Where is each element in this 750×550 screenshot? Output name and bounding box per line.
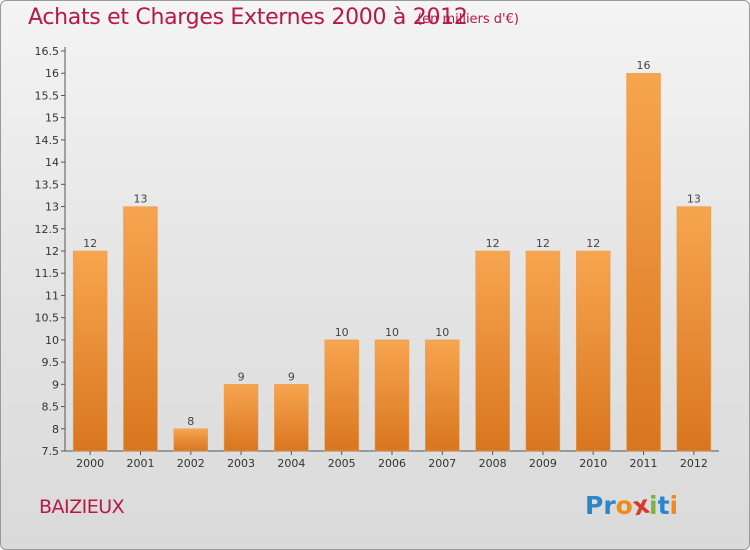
y-tick-label: 13.5 [35, 178, 60, 191]
data-label: 16 [637, 59, 651, 72]
bar [324, 339, 359, 452]
x-tick-label: 2010 [579, 457, 607, 470]
bar [676, 206, 712, 452]
chart-data-labels: 12 13 8 9 9 10 10 10 12 12 12 16 13 [83, 59, 701, 428]
x-tick-label: 2005 [328, 457, 356, 470]
x-tick-label: 2012 [680, 457, 708, 470]
x-tick-label: 2011 [630, 457, 658, 470]
y-tick-label: 13 [45, 201, 59, 214]
y-tick-label: 8 [52, 423, 59, 436]
data-label: 13 [133, 193, 147, 206]
y-tick-label: 10 [45, 334, 59, 347]
chart-subtitle: (en milliers d'€) [417, 12, 519, 27]
logo-letter: o [615, 491, 633, 520]
commune-name: BAIZIEUX [39, 496, 125, 518]
x-tick-label: 2009 [529, 457, 557, 470]
y-tick-label: 15.5 [35, 89, 60, 102]
bar [425, 339, 460, 452]
y-tick-label: 14.5 [35, 134, 60, 147]
data-label: 12 [83, 237, 97, 250]
y-tick-label: 16.5 [35, 45, 60, 58]
data-label: 13 [687, 193, 701, 206]
data-label: 12 [586, 237, 600, 250]
y-tick-label: 11.5 [35, 267, 60, 280]
data-label: 10 [435, 326, 449, 339]
y-tick-label: 10.5 [35, 312, 60, 325]
x-tick-label: 2000 [76, 457, 104, 470]
bar [575, 250, 611, 452]
data-label: 9 [238, 370, 245, 383]
y-tick-label: 11 [45, 289, 59, 302]
y-tick-label: 8.5 [42, 401, 60, 414]
y-tick-label: 7.5 [42, 445, 60, 458]
data-label: 10 [385, 326, 399, 339]
bar [223, 384, 259, 452]
x-tick-label: 2004 [277, 457, 305, 470]
data-label: 8 [187, 415, 194, 428]
chart-title: Achats et Charges Externes 2000 à 2012 [28, 5, 468, 30]
y-tick-label: 16 [45, 67, 59, 80]
logo-letter: P [585, 491, 604, 520]
proxiti-logo: Proxiti [585, 490, 679, 522]
data-label: 10 [335, 326, 349, 339]
x-tick-label: 2001 [126, 457, 154, 470]
logo-letter: i [669, 491, 679, 520]
x-tick-label: 2008 [479, 457, 507, 470]
y-tick-label: 9 [52, 378, 59, 391]
data-label: 12 [536, 237, 550, 250]
y-tick-label: 12.5 [35, 223, 60, 236]
chart-axes: 7.5 8 8.5 9 9.5 10 10.5 11 11.5 12 12.5 13 13.5 14 14.… [35, 45, 719, 470]
bar [123, 206, 158, 452]
logo-letter: i [649, 491, 658, 520]
bar [173, 428, 209, 452]
data-label: 9 [288, 370, 295, 383]
y-tick-label: 14 [45, 156, 59, 169]
bar [475, 250, 510, 452]
y-tick-label: 12 [45, 245, 59, 258]
y-tick-label: 15 [45, 112, 59, 125]
bar [274, 384, 309, 452]
x-tick-label: 2003 [227, 457, 255, 470]
x-tick-label: 2007 [428, 457, 456, 470]
y-tick-label: 9.5 [42, 356, 60, 369]
data-label: 12 [486, 237, 500, 250]
bar [72, 250, 108, 452]
logo-letter: r [603, 491, 616, 520]
bar [374, 339, 410, 452]
logo-letter: t [657, 491, 670, 520]
chart-bars [72, 72, 712, 452]
x-tick-label: 2002 [177, 457, 205, 470]
bar [626, 72, 661, 452]
x-tick-label: 2006 [378, 457, 406, 470]
bar [525, 250, 561, 452]
